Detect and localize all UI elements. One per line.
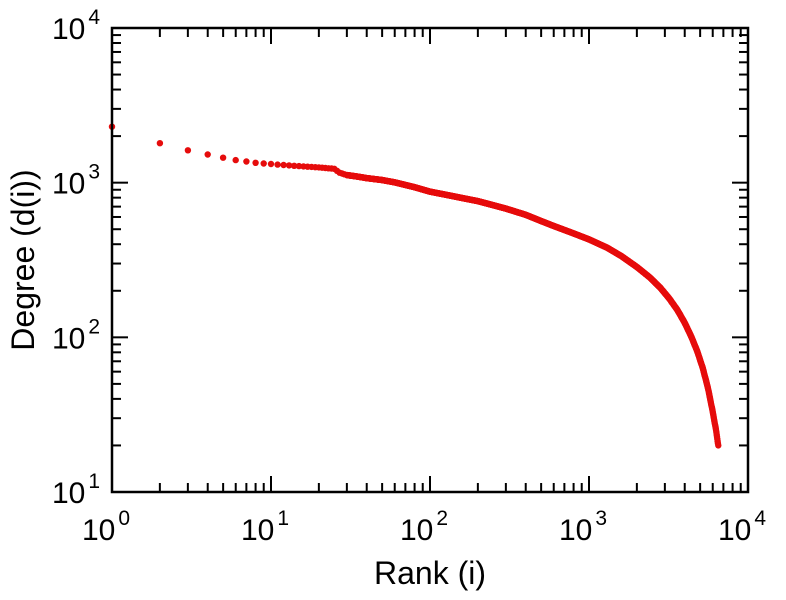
data-point [260, 160, 267, 167]
data-point [267, 160, 275, 168]
y-tick-label: 10 4 [52, 6, 100, 46]
data-point [243, 158, 250, 165]
plot-border [110, 26, 750, 494]
x-tick-label: 10 0 [82, 507, 130, 547]
data-point [184, 147, 192, 154]
y-axis-label: Degree (d(i)) [5, 169, 41, 350]
data-point [252, 159, 259, 166]
x-tick-label: 10 2 [400, 507, 448, 547]
data-point [715, 442, 722, 449]
x-axis-label: Rank (i) [374, 555, 486, 591]
data-point [219, 154, 227, 161]
data-point [274, 161, 281, 168]
y-tick-label: 10 3 [52, 161, 100, 201]
data-point [156, 140, 164, 147]
tick-labels: 10 0 10 1 10 2 10 3 10 410 110 210 310 4 [52, 6, 766, 547]
x-tick-label: 10 3 [559, 507, 607, 547]
x-tick-label: 10 1 [241, 507, 289, 547]
data-point [291, 162, 298, 169]
data-point [204, 151, 211, 158]
y-tick-label: 10 1 [52, 470, 100, 510]
axis-ticks [111, 27, 749, 493]
data-point [285, 162, 293, 169]
plot-frame [110, 26, 750, 494]
data-point [232, 156, 239, 164]
data-point [280, 161, 287, 169]
y-tick-label: 10 2 [52, 315, 100, 355]
x-tick-label: 10 4 [718, 507, 766, 547]
data-points [108, 123, 722, 449]
